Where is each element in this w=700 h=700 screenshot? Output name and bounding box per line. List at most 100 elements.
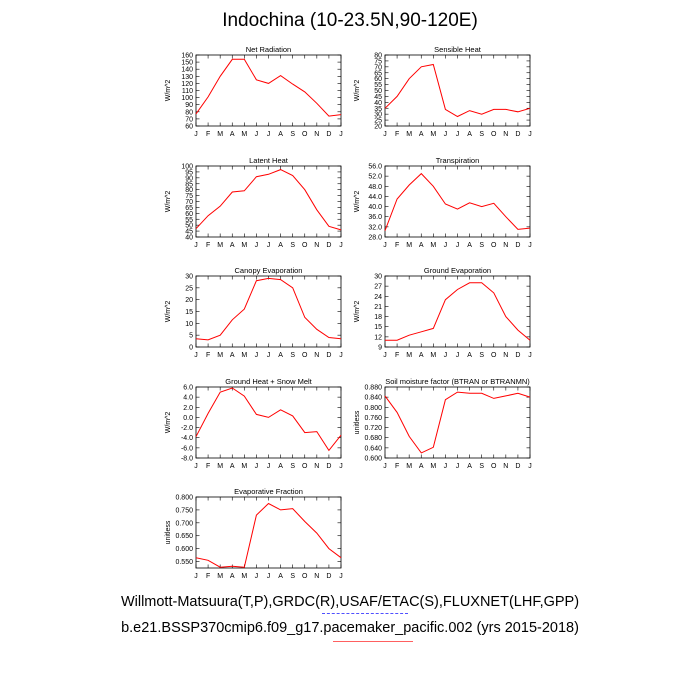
y-tick-label: 25: [185, 285, 193, 292]
x-tick-label: A: [230, 131, 235, 138]
x-tick-label: N: [314, 131, 319, 138]
x-tick-label: D: [326, 352, 331, 359]
x-tick-label: A: [419, 131, 424, 138]
x-tick-label: O: [491, 463, 497, 470]
y-tick-label: 75: [374, 58, 382, 65]
x-tick-label: A: [467, 131, 472, 138]
panel-title: Evaporative Fraction: [234, 487, 303, 496]
panel-ground-evaporation: Ground Evaporation W/m^2 9 12 15 18 21 24 27 30 J F…: [354, 266, 532, 359]
x-tick-label: J: [456, 352, 460, 359]
y-axis-label: W/m^2: [354, 301, 361, 323]
y-tick-label: 15: [185, 309, 193, 316]
y-axis-label: W/m^2: [165, 412, 172, 434]
x-tick-label: F: [206, 352, 210, 359]
x-tick-label: J: [339, 573, 343, 580]
y-tick-label: 55: [185, 217, 193, 224]
y-tick-label: 35: [374, 106, 382, 113]
y-axis-label: W/m^2: [165, 191, 172, 213]
y-tick-label: 80: [374, 53, 382, 60]
x-tick-label: A: [467, 242, 472, 249]
y-tick-label: 70: [374, 64, 382, 71]
plot-frame: [195, 386, 342, 459]
x-tick-label: J: [444, 242, 448, 249]
data-series-line: [195, 502, 342, 568]
x-tick-label: A: [419, 463, 424, 470]
x-tick-label: A: [419, 352, 424, 359]
y-tick-label: 20: [374, 124, 382, 131]
y-tick-label: 28.0: [368, 235, 382, 242]
y-tick-label: 24: [374, 294, 382, 301]
data-series-line: [195, 277, 342, 341]
x-tick-label: M: [430, 463, 436, 470]
plot-frame: [384, 54, 531, 127]
x-tick-label: M: [406, 352, 412, 359]
y-tick-label: 40: [185, 235, 193, 242]
x-tick-label: J: [255, 573, 259, 580]
footer-observations-line: Willmott-Matsuura(T,P),GRDC(R),USAF/ETAC…: [120, 594, 580, 610]
x-tick-label: J: [255, 463, 259, 470]
y-tick-label: 75: [185, 193, 193, 200]
y-tick-label: -4.0: [181, 435, 193, 442]
x-tick-label: S: [290, 352, 295, 359]
y-tick-label: 90: [185, 175, 193, 182]
x-tick-label: M: [241, 131, 247, 138]
y-tick-label: 60: [185, 211, 193, 218]
y-tick-label: 0.800: [175, 495, 193, 502]
data-series-line: [195, 58, 342, 117]
y-tick-label: 32.0: [368, 224, 382, 231]
x-tick-label: J: [194, 573, 198, 580]
x-tick-label: F: [206, 131, 210, 138]
panel-soil-moisture-factor-btran-or-btranmn: Soil moisture factor (BTRAN or BTRANMN) u…: [354, 377, 532, 470]
y-tick-label: 0.600: [175, 546, 193, 553]
x-tick-label: A: [467, 463, 472, 470]
data-series-line: [384, 391, 531, 454]
y-tick-label: 50: [185, 223, 193, 230]
x-tick-label: A: [230, 463, 235, 470]
panel-latent-heat: Latent Heat W/m^2 404550556065707580859095…: [165, 156, 343, 249]
y-tick-label: 150: [181, 60, 193, 67]
y-tick-label: 0.0: [183, 415, 193, 422]
x-tick-label: J: [383, 463, 387, 470]
x-tick-label: D: [326, 463, 331, 470]
x-tick-label: J: [456, 131, 460, 138]
x-tick-label: F: [395, 463, 399, 470]
x-tick-label: A: [278, 463, 283, 470]
x-tick-label: J: [528, 352, 532, 359]
panel-title: Transpiration: [436, 156, 480, 165]
x-tick-label: O: [302, 242, 308, 249]
y-tick-label: 60: [185, 124, 193, 131]
x-tick-label: N: [314, 242, 319, 249]
y-tick-label: -2.0: [181, 425, 193, 432]
panel-title: Sensible Heat: [434, 45, 482, 54]
y-axis-label: unitless: [165, 520, 172, 544]
y-tick-label: 20: [185, 297, 193, 304]
x-tick-label: O: [302, 131, 308, 138]
y-tick-label: 70: [185, 199, 193, 206]
panel-evaporative-fraction: Evaporative Fraction unitless 0.550 0.600 0.…: [165, 487, 343, 580]
footer-observations-underline: [322, 613, 408, 614]
x-tick-label: S: [290, 242, 295, 249]
x-tick-label: N: [314, 573, 319, 580]
y-tick-label: 65: [185, 205, 193, 212]
main-title: Indochina (10-23.5N,90-120E): [222, 10, 478, 31]
x-tick-label: M: [241, 352, 247, 359]
x-tick-label: M: [406, 463, 412, 470]
x-tick-label: J: [267, 573, 271, 580]
y-tick-label: 0.750: [175, 507, 193, 514]
y-tick-label: 55: [374, 82, 382, 89]
panel-title: Soil moisture factor (BTRAN or BTRANMN): [385, 377, 530, 386]
x-tick-label: A: [230, 352, 235, 359]
y-tick-label: 0.650: [175, 533, 193, 540]
y-tick-label: 85: [185, 181, 193, 188]
x-tick-label: D: [515, 352, 520, 359]
x-tick-label: F: [206, 463, 210, 470]
y-tick-label: 0.680: [364, 435, 382, 442]
y-tick-label: -8.0: [181, 456, 193, 463]
data-series-line: [195, 169, 342, 231]
x-tick-label: A: [278, 573, 283, 580]
y-tick-label: 110: [182, 88, 193, 95]
x-tick-label: O: [491, 131, 497, 138]
x-tick-label: S: [290, 573, 295, 580]
y-tick-label: 70: [185, 116, 193, 123]
